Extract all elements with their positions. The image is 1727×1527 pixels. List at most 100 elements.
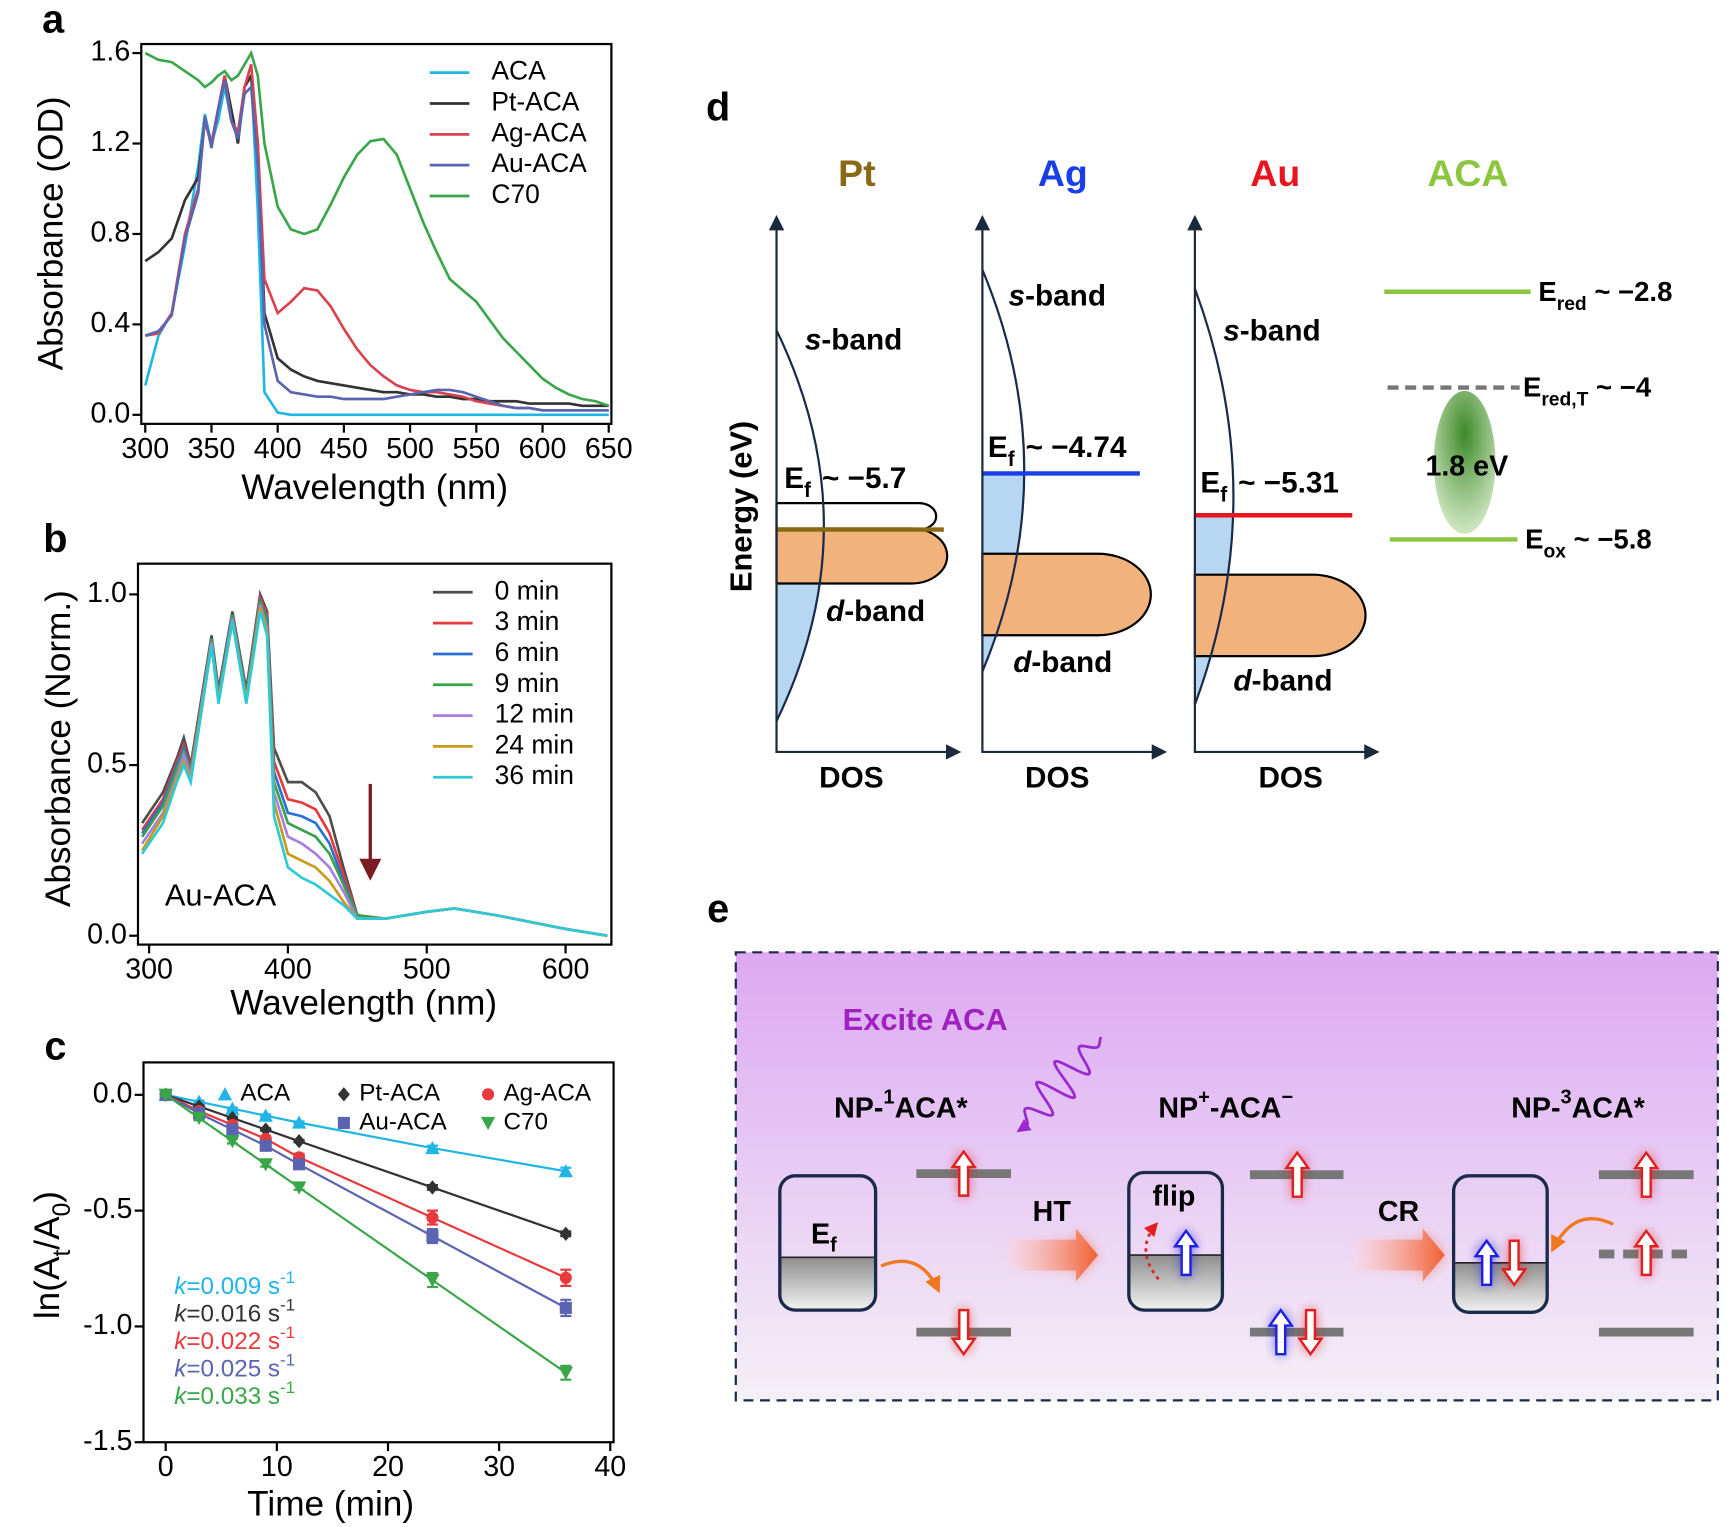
panel-label: e [707, 887, 729, 931]
text-part: E [1538, 276, 1556, 307]
metal-label: Ag [1038, 152, 1088, 194]
text-part: ~ −5.8 [1566, 524, 1652, 555]
text-part: /A [28, 1216, 67, 1250]
y-tick-label: 0.0 [93, 1077, 133, 1109]
text-part: k [174, 1273, 188, 1300]
spin-arrow [950, 1308, 978, 1357]
text-part: ox [1544, 541, 1567, 562]
light-wave [1016, 1036, 1103, 1133]
text-part: 0 [49, 1203, 76, 1217]
x-tick-label: 500 [386, 433, 434, 465]
line [144, 49, 610, 408]
d-band [1193, 573, 1367, 658]
legend-label: Ag-ACA [503, 1080, 591, 1107]
text-part: NP [1158, 1092, 1198, 1124]
legend-label: 3 min [495, 606, 560, 636]
np-box [1127, 1170, 1225, 1312]
spin-arrow [1632, 1228, 1660, 1277]
marker [559, 1226, 572, 1241]
step-label: HT [1033, 1196, 1072, 1228]
text-part: -band [1031, 646, 1112, 679]
text-part: k [174, 1356, 188, 1383]
scheme-background [734, 951, 1719, 1402]
x-tick-label: 40 [594, 1451, 626, 1483]
d-band-label: d-band [826, 595, 925, 628]
dos-label: DOS [1258, 761, 1322, 794]
text-part: f [1008, 448, 1015, 471]
text-part: E [988, 431, 1008, 464]
legend-label: Au-ACA [359, 1108, 447, 1135]
y-tick-label: -1.5 [83, 1425, 132, 1457]
marker [258, 1158, 273, 1172]
text-part: 1 [883, 1087, 894, 1109]
metal-label: Pt [838, 152, 875, 194]
spin-arrow [950, 1149, 978, 1197]
plot-frame [140, 42, 613, 425]
marker [559, 1271, 572, 1284]
plot-frame [136, 562, 613, 946]
marker [426, 1211, 439, 1224]
s-band-curve [775, 329, 825, 722]
text-part: s [1223, 314, 1240, 347]
text-part: k [174, 1329, 188, 1356]
text-part: − [1281, 1087, 1293, 1109]
fermi-label: Ef [811, 1218, 837, 1257]
legend-label: 24 min [495, 729, 574, 759]
series [141, 611, 608, 938]
marker [558, 1366, 573, 1380]
y-tick-label: 1.6 [90, 36, 130, 68]
panel-label: c [44, 1025, 66, 1069]
spin-arrow [1267, 1308, 1295, 1356]
text-part: -band [1240, 314, 1321, 347]
np-fill [779, 1257, 876, 1311]
annotation: k=0.009 s-1 [174, 1268, 295, 1300]
x-tick-label: 650 [585, 433, 633, 465]
text-part: -band [844, 595, 925, 628]
panel-label: d [706, 86, 730, 130]
y-axis-label: Absorbance (OD) [32, 96, 71, 370]
x-tick-label: 0 [158, 1451, 174, 1483]
x-tick-label: 300 [125, 954, 173, 986]
legend-label: ACA [491, 56, 546, 86]
text-part: f [1220, 483, 1227, 506]
y-tick-label: 1.2 [90, 126, 130, 158]
legend-marker [217, 1087, 233, 1101]
legend-marker [482, 1088, 495, 1101]
legend-marker [337, 1116, 350, 1130]
marker [559, 1301, 572, 1314]
series [144, 49, 610, 408]
text-part: -1 [280, 1296, 295, 1315]
legend-marker [480, 1116, 496, 1131]
state-label: NP-1ACA* [834, 1087, 968, 1124]
text-part: 3 [1561, 1087, 1572, 1109]
dos-label: DOS [1025, 761, 1089, 794]
y-tick-label: 0.4 [90, 307, 130, 339]
annotation: k=0.025 s-1 [174, 1351, 295, 1383]
text-part: ) [28, 1191, 67, 1203]
text-part: ACA* [1572, 1092, 1646, 1124]
text-part: =0.016 s [186, 1301, 280, 1328]
np-fill [1453, 1262, 1548, 1313]
y-axis-label: ln(At/A0) [28, 1191, 76, 1319]
text-part: ~ −4 [1588, 372, 1651, 403]
level-label: Ered ~ −2.8 [1538, 276, 1672, 314]
text-part: t [49, 1250, 76, 1257]
step-label: CR [1378, 1196, 1420, 1228]
x-tick-label: 600 [542, 954, 590, 986]
x-axis-label: Wavelength (nm) [230, 983, 497, 1022]
spin-arrow [1632, 1150, 1660, 1198]
text-part: =0.025 s [186, 1356, 280, 1383]
x-tick-label: 30 [483, 1451, 515, 1483]
text-part: E [1523, 372, 1541, 403]
transfer-arrow [880, 1259, 941, 1294]
text-part: s [1009, 279, 1026, 312]
annotation: k=0.022 s-1 [174, 1323, 295, 1355]
text-part: =0.022 s [186, 1329, 280, 1356]
legend-label: 0 min [495, 575, 560, 605]
text-part: red,T [1541, 389, 1588, 410]
legend-label: 9 min [495, 668, 560, 698]
marker [225, 1135, 240, 1149]
line [141, 611, 608, 938]
y-tick-label: 0.0 [87, 918, 127, 950]
marker [291, 1181, 307, 1195]
